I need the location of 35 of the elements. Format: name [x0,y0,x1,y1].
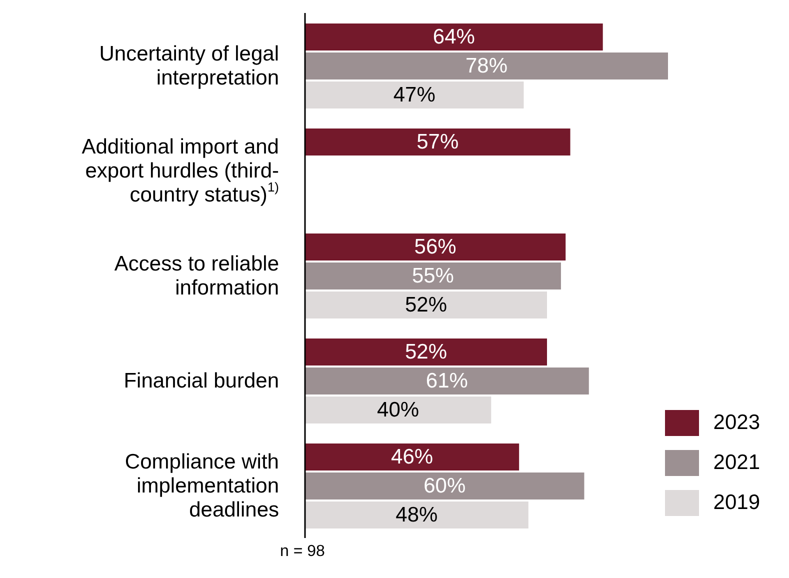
y-tick-label: Uncertainty of legal interpretation [99,42,279,89]
y-tick-label: Access to reliable information [114,252,279,299]
bar [305,52,668,80]
bar [305,234,566,260]
y-tick-label: Financial burden [124,369,279,392]
y-tick-label: Additional import and export hurdles (third-country status)$^{1)}$ [82,135,280,206]
legend-label: 2021 [713,451,760,475]
bar [305,292,547,318]
data-label: 60% [424,474,466,498]
data-label: 61% [426,370,468,392]
y-tick-label: Compliance with implementation deadlines [124,450,279,521]
text: n = 98 [280,543,325,561]
bar [305,262,561,290]
data-label: 52% [404,294,448,316]
bar [305,24,603,50]
legend-label: 2023 [713,411,760,435]
data-label: 57% [416,130,459,154]
bar [305,368,589,394]
data-label: 48% [396,504,438,526]
data-label: 46% [391,446,434,468]
data-label: 47% [393,84,436,106]
data-label: 55% [412,264,454,288]
bar [305,396,492,424]
data-label: 52% [404,340,448,364]
bar [305,128,570,156]
bar [305,444,520,470]
data-label: 78% [465,54,508,78]
bar [305,82,524,108]
bar [305,472,584,500]
data-label: 64% [432,26,475,48]
data-label: 40% [377,398,420,422]
bar [305,502,528,528]
bar [305,338,547,366]
data-label: 56% [414,236,456,258]
legend-label: 2019 [713,491,760,515]
